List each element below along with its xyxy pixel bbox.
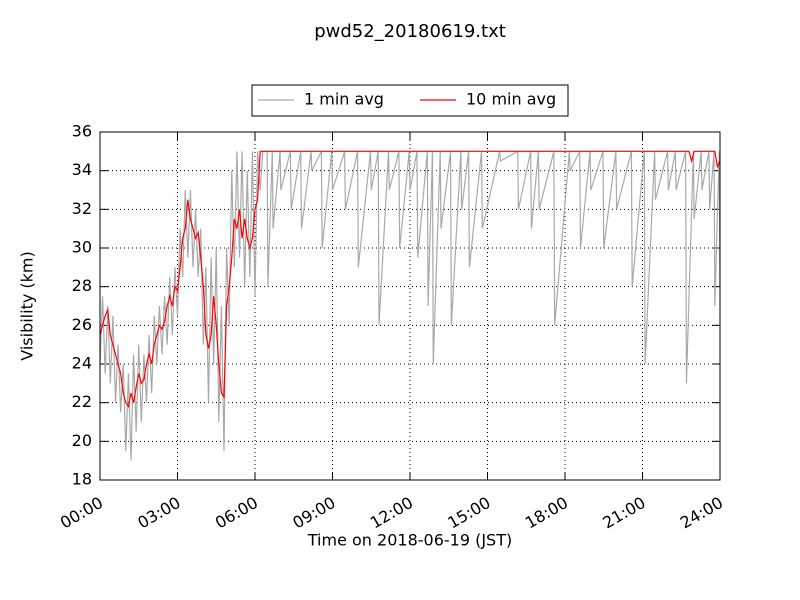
y-tick-label: 24 xyxy=(72,354,92,373)
y-tick-label: 22 xyxy=(72,392,92,411)
y-tick-label: 20 xyxy=(72,431,92,450)
legend-label: 1 min avg xyxy=(304,90,384,109)
y-tick-label: 32 xyxy=(72,199,92,218)
plot-lines xyxy=(100,150,720,461)
x-tick-label: 09:00 xyxy=(289,493,338,533)
x-tick-label: 21:00 xyxy=(599,493,648,533)
chart-title: pwd52_20180619.txt xyxy=(314,21,506,42)
y-tick-label: 18 xyxy=(72,470,92,489)
x-tick-label: 03:00 xyxy=(134,493,183,533)
x-tick-label: 06:00 xyxy=(212,493,261,533)
y-tick-label: 26 xyxy=(72,315,92,334)
x-tick-label: 24:00 xyxy=(677,493,726,533)
x-axis-label: Time on 2018-06-19 (JST) xyxy=(307,531,512,550)
y-tick-label: 28 xyxy=(72,276,92,295)
y-tick-label: 34 xyxy=(72,160,92,179)
x-tick-label: 15:00 xyxy=(444,493,493,533)
y-tick-label: 36 xyxy=(72,122,92,141)
x-tick-label: 12:00 xyxy=(367,493,416,533)
legend-box xyxy=(251,84,569,117)
x-tick-label: 18:00 xyxy=(522,493,571,533)
series-line xyxy=(100,150,720,409)
legend-label: 10 min avg xyxy=(466,90,556,109)
series-line xyxy=(100,150,720,461)
y-axis-label: Visibility (km) xyxy=(18,251,37,360)
plot-frame xyxy=(99,131,721,481)
legend: 1 min avg 10 min avg xyxy=(251,84,569,117)
x-tick-label: 00:00 xyxy=(57,493,106,533)
y-tick-label: 30 xyxy=(72,238,92,257)
